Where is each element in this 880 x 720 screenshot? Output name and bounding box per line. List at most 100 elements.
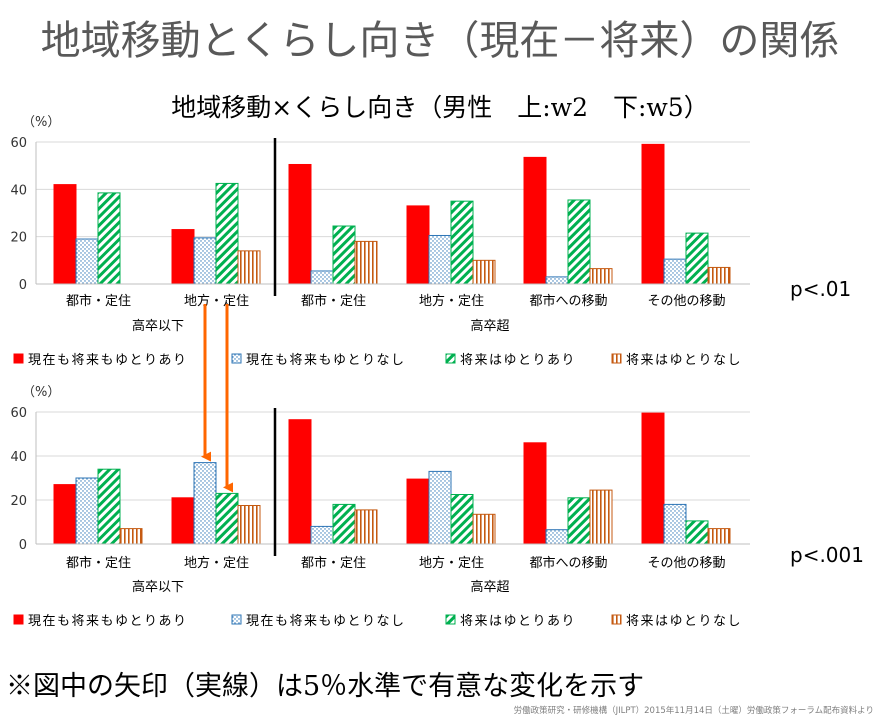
bar-1 — [641, 143, 665, 285]
category-label: その他の移動 — [647, 556, 725, 571]
group-label: 高卒超 — [470, 579, 509, 595]
bar-2 — [193, 237, 217, 285]
chart-1: 0 20 40 60 （%） 都市・定住 地方・定住 都市・定住 地方・定住 都市への移動 その他の… — [10, 115, 851, 368]
bar-3 — [450, 200, 474, 285]
legend-swatch — [13, 614, 24, 625]
bar-2 — [75, 477, 99, 545]
legend-label: 現在も将来もゆとりあり — [28, 353, 188, 368]
bar-2 — [428, 470, 452, 545]
bar-1 — [523, 156, 547, 285]
significance-arrows — [201, 304, 233, 493]
bar-1 — [641, 412, 665, 545]
y-tick-label: 20 — [10, 494, 27, 509]
bar-2 — [545, 529, 569, 545]
bar-2 — [75, 238, 99, 285]
bar-4 — [589, 489, 613, 545]
legend-swatch — [13, 353, 24, 364]
bar-4 — [472, 513, 496, 545]
legend-label: 将来はゆとりなし — [626, 614, 742, 629]
bar-2 — [310, 525, 334, 545]
bar-2 — [663, 503, 687, 545]
legend-label: 将来はゆとりあり — [460, 353, 576, 368]
bar-1 — [523, 442, 547, 545]
bar-4 — [237, 250, 261, 285]
source-credit: 労働政策研究・研修機構（JILPT）2015年11月14日（土曜）労働政策フォー… — [513, 706, 874, 716]
category-label: 都市への移動 — [529, 555, 607, 571]
category-label: 都市への移動 — [529, 293, 607, 309]
bar-3 — [215, 492, 239, 545]
bar-3 — [567, 497, 591, 545]
unit-label: （%） — [22, 385, 60, 400]
bar-2 — [428, 234, 452, 285]
bar-2 — [193, 462, 217, 545]
legend-label: 将来はゆとりあり — [460, 614, 576, 629]
significance-label: p<.01 — [790, 277, 851, 301]
group-label: 高卒以下 — [132, 579, 184, 595]
category-label: 都市・定住 — [66, 293, 131, 309]
bar-1 — [406, 478, 430, 545]
bar-2 — [663, 258, 687, 285]
unit-label: （%） — [22, 115, 60, 130]
significance-label: p<.001 — [790, 543, 864, 567]
category-label: その他の移動 — [647, 294, 725, 309]
legend-swatch — [231, 614, 242, 625]
bar-1 — [171, 497, 195, 545]
legend-label: 現在も将来もゆとりなし — [246, 353, 406, 368]
bar-4 — [472, 259, 496, 285]
bar-4 — [589, 268, 613, 285]
group-label: 高卒超 — [470, 318, 509, 334]
chart-2: 0 20 40 60 （%） 都市・定住 地方・定住 都市・定住 地方・定住 都市への移動 その他の… — [10, 385, 864, 629]
legend-swatch — [611, 353, 622, 364]
legend-swatch — [611, 614, 622, 625]
bar-1 — [406, 205, 430, 285]
y-tick-label: 60 — [10, 406, 27, 421]
bar-2 — [310, 270, 334, 285]
bar-4 — [707, 266, 731, 285]
category-label: 地方・定住 — [419, 293, 484, 309]
bar-3 — [685, 520, 709, 545]
bar-1 — [288, 419, 312, 545]
legend-swatch — [445, 353, 456, 364]
legend-swatch — [445, 614, 456, 625]
category-label: 都市・定住 — [66, 555, 131, 571]
bar-3 — [685, 232, 709, 285]
legend-swatch — [231, 353, 242, 364]
page-title: 地域移動とくらし向き（現在－将来）の関係 — [40, 18, 840, 64]
bar-3 — [450, 494, 474, 545]
y-tick-label: 0 — [19, 278, 27, 293]
category-label: 地方・定住 — [184, 555, 249, 571]
bar-3 — [567, 199, 591, 285]
bar-4 — [119, 528, 143, 545]
bar-1 — [53, 184, 77, 285]
y-tick-label: 60 — [10, 136, 27, 151]
bar-1 — [53, 484, 77, 545]
legend-label: 将来はゆとりなし — [626, 353, 742, 368]
bar-4 — [237, 505, 261, 545]
bar-2 — [545, 276, 569, 285]
group-label: 高卒以下 — [132, 318, 184, 334]
bar-3 — [332, 225, 356, 285]
category-label: 地方・定住 — [184, 293, 249, 309]
y-tick-label: 0 — [19, 538, 27, 553]
footnote: ※図中の矢印（実線）は5％水準で有意な変化を示す — [6, 671, 645, 702]
bar-4 — [354, 509, 378, 545]
y-tick-label: 40 — [10, 183, 27, 198]
bar-4 — [354, 240, 378, 285]
legend-label: 現在も将来もゆとりなし — [246, 614, 406, 629]
category-label: 地方・定住 — [419, 555, 484, 571]
bar-3 — [215, 182, 239, 285]
bar-1 — [171, 229, 195, 285]
bar-1 — [288, 163, 312, 285]
bar-4 — [707, 528, 731, 545]
y-tick-label: 40 — [10, 450, 27, 465]
bar-3 — [97, 192, 121, 285]
category-label: 都市・定住 — [301, 555, 366, 571]
page-subtitle: 地域移動×くらし向き（男性 上:w2 下:w5） — [171, 93, 709, 122]
bar-3 — [97, 468, 121, 545]
y-tick-label: 20 — [10, 231, 27, 246]
category-label: 都市・定住 — [301, 293, 366, 309]
legend-label: 現在も将来もゆとりあり — [28, 614, 188, 629]
bar-3 — [332, 503, 356, 545]
